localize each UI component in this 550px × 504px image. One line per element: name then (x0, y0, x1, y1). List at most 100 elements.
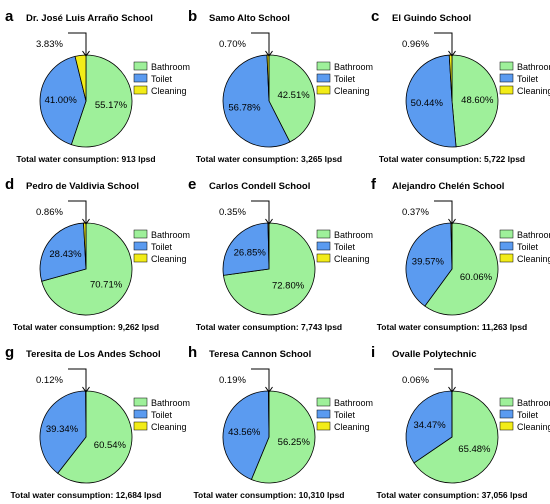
legend-label-toilet: Toilet (334, 242, 356, 252)
pie-slice-bathroom (41, 222, 133, 316)
arrow-head-icon (265, 386, 273, 393)
legend-swatch-toilet (133, 73, 148, 83)
legend-label-cleaning: Cleaning (517, 254, 550, 264)
panel-title: Teresita de Los Andes School (26, 349, 161, 360)
arrow-head-icon (265, 218, 273, 225)
pie-slice-toilet (222, 222, 270, 276)
legend-label-cleaning: Cleaning (151, 86, 187, 96)
legend-swatch-bathroom (316, 229, 331, 239)
legend-swatch-cleaning (499, 421, 514, 431)
cleaning-callout-line (434, 368, 453, 392)
slice-label-bathroom: 70.71% (90, 279, 123, 290)
slice-label-toilet: 43.56% (228, 427, 261, 438)
legend-label-cleaning: Cleaning (334, 422, 370, 432)
pie-slice-toilet (405, 390, 453, 464)
legend-swatch-toilet (316, 241, 331, 251)
legend-label-toilet: Toilet (517, 242, 539, 252)
legend-swatch-cleaning (316, 421, 331, 431)
pie-slice-toilet (405, 54, 457, 148)
cleaning-callout-line (251, 200, 270, 224)
slice-label-toilet: 50.44% (411, 98, 444, 109)
total-consumption: Total water consumption: 5,722 lpsd (379, 154, 525, 164)
legend-swatch-cleaning (316, 253, 331, 263)
slice-label-cleaning: 0.12% (36, 375, 63, 386)
pie-panel-a: a Dr. José Luis Arraño School 55.17% 41.00%… (5, 8, 190, 164)
panel-title: Dr. José Luis Arraño School (26, 13, 153, 24)
slice-label-bathroom: 48.60% (461, 95, 494, 106)
arrow-head-icon (82, 386, 90, 393)
legend-swatch-cleaning (499, 85, 514, 95)
slice-label-toilet: 26.85% (234, 248, 267, 259)
slice-label-cleaning: 0.96% (402, 39, 429, 50)
legend-swatch-bathroom (316, 397, 331, 407)
panel-title: Alejandro Chelén School (392, 181, 504, 192)
pie-slice-toilet (39, 222, 87, 282)
panel-letter: c (371, 8, 379, 25)
slice-label-bathroom: 60.06% (460, 272, 493, 283)
total-consumption: Total water consumption: 10,310 lpsd (194, 490, 345, 500)
cleaning-callout-line (68, 200, 87, 224)
slice-label-toilet: 34.47% (413, 420, 446, 431)
total-consumption: Total water consumption: 7,743 lpsd (196, 322, 342, 332)
slice-label-bathroom: 72.80% (272, 281, 305, 292)
arrow-head-icon (448, 386, 456, 393)
pie-slice-bathroom (424, 222, 499, 316)
legend-label-bathroom: Bathroom (334, 398, 373, 408)
legend-swatch-bathroom (133, 61, 148, 71)
legend-swatch-toilet (499, 73, 514, 83)
slice-label-toilet: 39.34% (46, 424, 79, 435)
pie-slice-toilet (39, 55, 87, 146)
legend-swatch-cleaning (133, 253, 148, 263)
pie-slice-bathroom (268, 54, 316, 143)
slice-label-cleaning: 3.83% (36, 39, 63, 50)
legend-label-toilet: Toilet (517, 74, 539, 84)
pie-slice-bathroom (413, 390, 499, 484)
pie-panel-b: b Samo Alto School 42.51% 56.78% 0.70% Bathro… (188, 8, 373, 164)
legend-label-cleaning: Cleaning (517, 86, 550, 96)
pie-slice-toilet (222, 54, 291, 148)
pie-panel-i: i Ovalle Polytechnic 65.48% 34.47% 0.06% Bath… (371, 344, 550, 500)
slice-label-bathroom: 56.25% (278, 437, 311, 448)
legend-swatch-bathroom (133, 397, 148, 407)
legend-label-bathroom: Bathroom (151, 398, 190, 408)
slice-label-cleaning: 0.86% (36, 207, 63, 218)
slice-label-bathroom: 42.51% (277, 90, 310, 101)
legend-swatch-bathroom (499, 229, 514, 239)
legend-swatch-toilet (499, 409, 514, 419)
legend-label-bathroom: Bathroom (517, 62, 550, 72)
total-consumption: Total water consumption: 37,056 lpsd (377, 490, 528, 500)
panel-letter: b (188, 8, 197, 25)
pie-panel-d: d Pedro de Valdivia School 70.71% 28.43% 0.8… (5, 176, 190, 332)
slice-label-toilet: 28.43% (49, 249, 82, 260)
legend-swatch-toilet (316, 409, 331, 419)
legend-label-toilet: Toilet (334, 74, 356, 84)
arrow-head-icon (448, 50, 456, 57)
total-consumption: Total water consumption: 913 lpsd (16, 154, 155, 164)
slice-label-toilet: 39.57% (412, 256, 445, 267)
arrow-head-icon (82, 50, 90, 57)
legend-label-bathroom: Bathroom (334, 62, 373, 72)
slice-label-cleaning: 0.37% (402, 207, 429, 218)
panel-letter: d (5, 176, 14, 193)
legend-label-toilet: Toilet (151, 410, 173, 420)
legend-label-bathroom: Bathroom (517, 230, 550, 240)
pie-slice-bathroom (70, 54, 133, 148)
legend-swatch-cleaning (499, 253, 514, 263)
pie-panel-f: f Alejandro Chelén School 60.06% 39.57% 0.37… (371, 176, 550, 332)
pie-slice-cleaning (268, 390, 270, 438)
panel-title: Carlos Condell School (209, 181, 310, 192)
legend-label-toilet: Toilet (151, 74, 173, 84)
panel-title: El Guindo School (392, 13, 471, 24)
panel-title: Pedro de Valdivia School (26, 181, 139, 192)
pie-slice-toilet (222, 390, 270, 481)
cleaning-callout-line (434, 200, 453, 224)
legend-swatch-bathroom (133, 229, 148, 239)
legend-swatch-toilet (499, 241, 514, 251)
total-consumption: Total water consumption: 3,265 lpsd (196, 154, 342, 164)
legend-label-toilet: Toilet (334, 410, 356, 420)
panel-letter: h (188, 344, 197, 361)
pie-slice-toilet (405, 222, 453, 307)
pie-slice-bathroom (250, 390, 316, 484)
pie-panel-e: e Carlos Condell School 72.80% 26.85% 0.35% B… (188, 176, 373, 332)
